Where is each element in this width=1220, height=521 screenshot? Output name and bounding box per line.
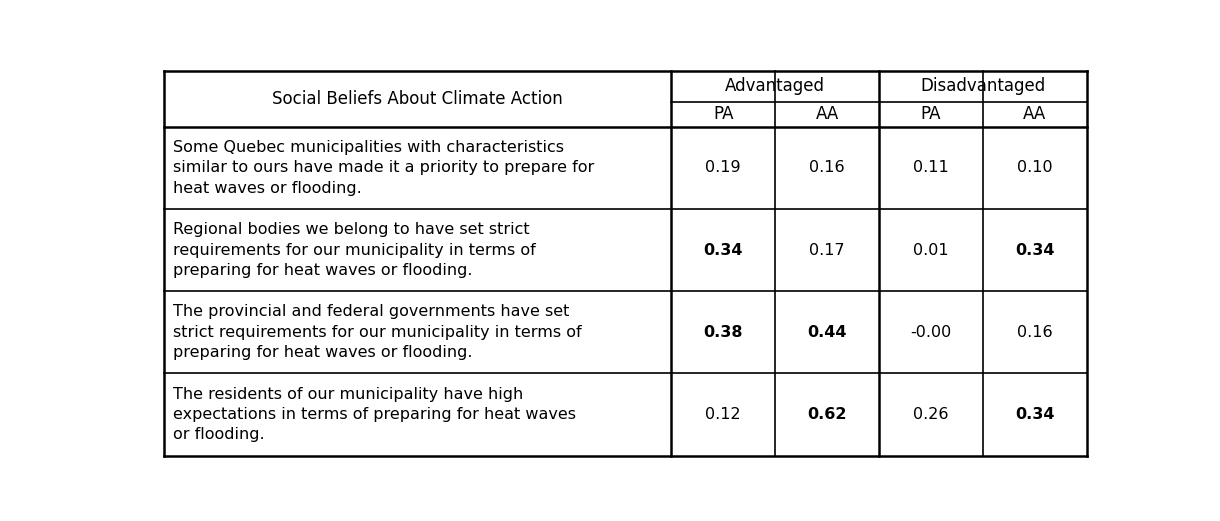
Text: -0.00: -0.00 [910,325,952,340]
Text: Regional bodies we belong to have set strict
requirements for our municipality i: Regional bodies we belong to have set st… [173,222,536,278]
Text: 0.01: 0.01 [913,243,949,257]
Text: 0.17: 0.17 [809,243,845,257]
Text: The residents of our municipality have high
expectations in terms of preparing f: The residents of our municipality have h… [173,387,576,442]
Text: The provincial and federal governments have set
strict requirements for our muni: The provincial and federal governments h… [173,304,582,360]
Text: Some Quebec municipalities with characteristics
similar to ours have made it a p: Some Quebec municipalities with characte… [173,140,594,196]
Text: AA: AA [815,105,838,123]
Text: 0.10: 0.10 [1017,160,1053,176]
Text: 0.19: 0.19 [705,160,741,176]
Text: AA: AA [1024,105,1047,123]
Text: 0.16: 0.16 [1017,325,1053,340]
Text: 0.38: 0.38 [704,325,743,340]
Text: PA: PA [921,105,941,123]
Text: 0.11: 0.11 [913,160,949,176]
Text: 0.12: 0.12 [705,407,741,422]
Text: 0.62: 0.62 [808,407,847,422]
Text: 0.34: 0.34 [1015,243,1054,257]
Text: 0.34: 0.34 [704,243,743,257]
Text: PA: PA [712,105,733,123]
Text: Advantaged: Advantaged [725,77,825,95]
Text: 0.44: 0.44 [808,325,847,340]
Text: 0.34: 0.34 [1015,407,1054,422]
Text: Disadvantaged: Disadvantaged [920,77,1046,95]
Text: 0.26: 0.26 [914,407,949,422]
Text: 0.16: 0.16 [809,160,845,176]
Text: Social Beliefs About Climate Action: Social Beliefs About Climate Action [272,90,562,108]
